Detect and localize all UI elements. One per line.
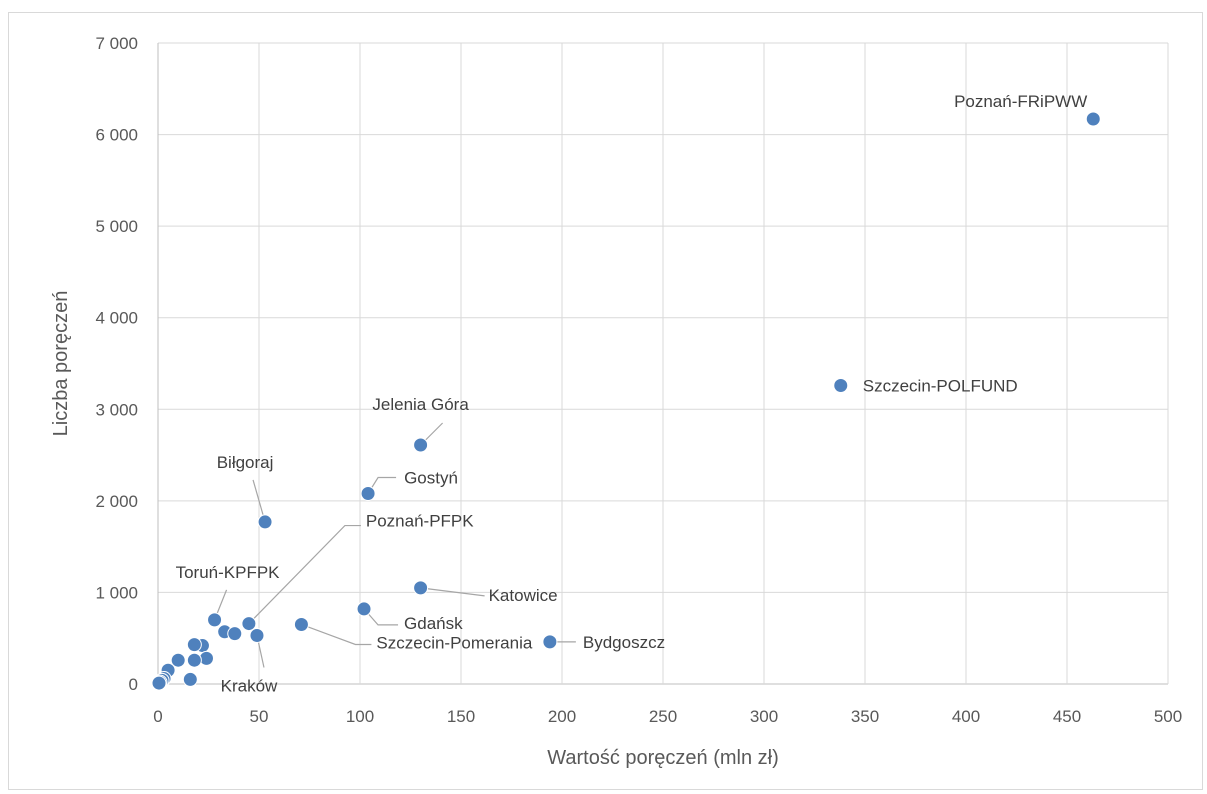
data-point [170, 652, 186, 668]
data-label: Biłgoraj [217, 453, 274, 472]
x-tick-label: 250 [649, 707, 677, 726]
x-tick-label: 150 [447, 707, 475, 726]
data-label: Gostyń [404, 469, 458, 488]
x-tick-labels: 0 50 100 150 200 250 300 350 400 450 500 [153, 707, 1182, 726]
x-tick-label: 200 [548, 707, 576, 726]
x-tick-label: 300 [750, 707, 778, 726]
data-point [257, 514, 273, 530]
chart-frame [8, 12, 1203, 790]
data-point [186, 637, 202, 653]
gridlines [157, 42, 1169, 685]
data-label: Bydgoszcz [583, 633, 665, 652]
data-point [186, 652, 202, 668]
x-axis-title: Wartość poręczeń (mln zł) [547, 747, 779, 769]
data-point [413, 580, 429, 596]
data-point [241, 616, 257, 632]
data-point [182, 671, 198, 687]
data-points [151, 111, 1101, 691]
leader-line [301, 623, 372, 646]
y-tick-label: 5 000 [95, 217, 138, 236]
data-point [249, 627, 265, 643]
data-label: Poznań-PFPK [366, 512, 474, 531]
y-tick-label: 7 000 [95, 34, 138, 53]
y-tick-label: 4 000 [95, 309, 138, 328]
y-tick-label: 0 [129, 675, 138, 694]
data-label: Szczecin-POLFUND [863, 376, 1018, 395]
leader-line [420, 587, 485, 597]
data-label: Katowice [489, 586, 558, 605]
y-tick-label: 1 000 [95, 583, 138, 602]
y-tick-label: 3 000 [95, 400, 138, 419]
data-point [360, 486, 376, 502]
data-point [542, 634, 558, 650]
y-axis-title: Liczba poręczeń [50, 291, 72, 437]
data-point [293, 616, 309, 632]
x-tick-label: 350 [851, 707, 879, 726]
x-tick-label: 500 [1154, 707, 1182, 726]
x-tick-label: 100 [346, 707, 374, 726]
x-tick-label: 50 [250, 707, 269, 726]
data-label: Jelenia Góra [372, 395, 469, 414]
data-point [1085, 111, 1101, 127]
leader-line [248, 524, 361, 624]
data-point [227, 626, 243, 642]
data-label: Poznań-FRiPWW [954, 92, 1087, 111]
data-point [833, 377, 849, 393]
x-tick-label: 0 [153, 707, 162, 726]
data-label: Kraków [221, 676, 278, 695]
y-tick-label: 2 000 [95, 492, 138, 511]
data-label: Toruń-KPFPK [176, 563, 281, 582]
data-point [151, 675, 167, 691]
data-point [413, 437, 429, 453]
y-tick-labels: 0 1 000 2 000 3 000 4 000 5 000 6 000 7 000 [95, 34, 138, 694]
x-tick-label: 450 [1053, 707, 1081, 726]
data-point [356, 601, 372, 617]
data-point [207, 612, 223, 628]
y-tick-label: 6 000 [95, 126, 138, 145]
data-label: Gdańsk [404, 614, 463, 633]
data-label: Szczecin-Pomerania [376, 633, 532, 652]
x-tick-label: 400 [952, 707, 980, 726]
data-labels: Poznań-FRiPWW Szczecin-POLFUND Jelenia Gór… [176, 92, 1088, 695]
